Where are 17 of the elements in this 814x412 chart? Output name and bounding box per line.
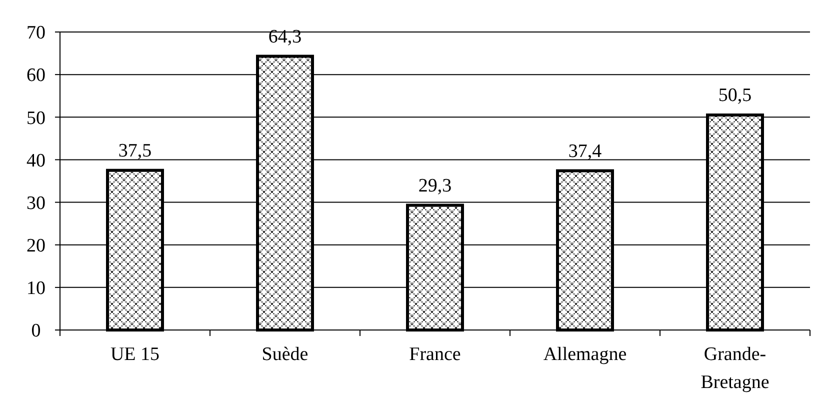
y-tick-label: 10 xyxy=(26,278,46,300)
y-tick-label: 0 xyxy=(31,320,41,342)
data-label: 37,5 xyxy=(118,140,152,162)
data-label: 50,5 xyxy=(718,85,752,106)
y-tick-label: 50 xyxy=(26,108,46,129)
y-tick-label: 40 xyxy=(26,150,46,172)
y-tick-label: 30 xyxy=(26,192,46,214)
data-label: 37,4 xyxy=(568,140,602,162)
x-tick-label: Suède xyxy=(262,344,308,365)
y-tick-label: 70 xyxy=(26,22,46,44)
x-tick-label: UE 15 xyxy=(110,344,160,365)
y-tick-label: 20 xyxy=(26,236,46,257)
x-tick-label: Grande-Bretagne xyxy=(700,344,770,393)
x-tick-label: Allemagne xyxy=(543,344,627,365)
y-tick-label: 60 xyxy=(26,65,46,86)
x-tick-label: France xyxy=(409,344,461,365)
data-label: 29,3 xyxy=(418,175,452,196)
